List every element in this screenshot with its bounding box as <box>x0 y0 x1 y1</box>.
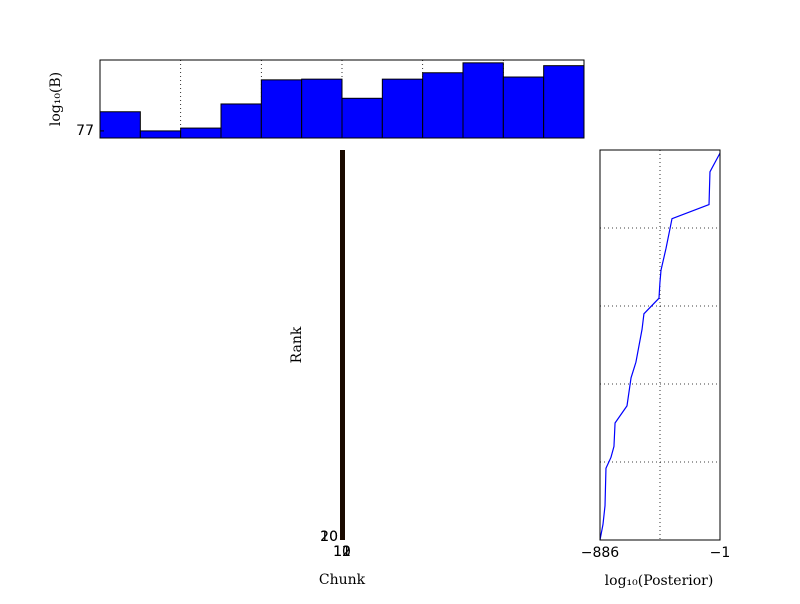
bar <box>462 62 504 139</box>
x-axis-label: log₁₀(Posterior) <box>605 573 714 589</box>
x-tick-label: 12 <box>333 544 351 560</box>
y-axis-label: log₁₀(B) <box>48 72 64 126</box>
bar <box>381 78 424 139</box>
axes-frame <box>99 59 585 139</box>
line <box>599 152 721 541</box>
y-tick-label: 20 <box>320 529 338 545</box>
bar <box>139 130 182 139</box>
bar <box>301 78 343 139</box>
y-tick-label: 77 <box>76 123 94 139</box>
bar <box>543 65 585 139</box>
bar <box>341 97 383 139</box>
bar <box>422 72 464 139</box>
x-axis-label: Chunk <box>319 572 366 588</box>
bar <box>99 111 141 139</box>
x-tick-label: 11 <box>333 544 351 560</box>
bar <box>260 79 303 139</box>
y-axis-label: Rank <box>289 326 305 363</box>
axes-frame <box>599 149 721 541</box>
bar <box>180 127 222 139</box>
y-tick-label: 10 <box>320 529 338 545</box>
image-strip <box>340 150 345 540</box>
x-tick-label: 10 <box>333 544 351 560</box>
x-tick-label: −1 <box>710 545 731 561</box>
bar <box>220 103 262 139</box>
bar <box>502 76 545 139</box>
x-tick-label: −886 <box>581 545 620 561</box>
